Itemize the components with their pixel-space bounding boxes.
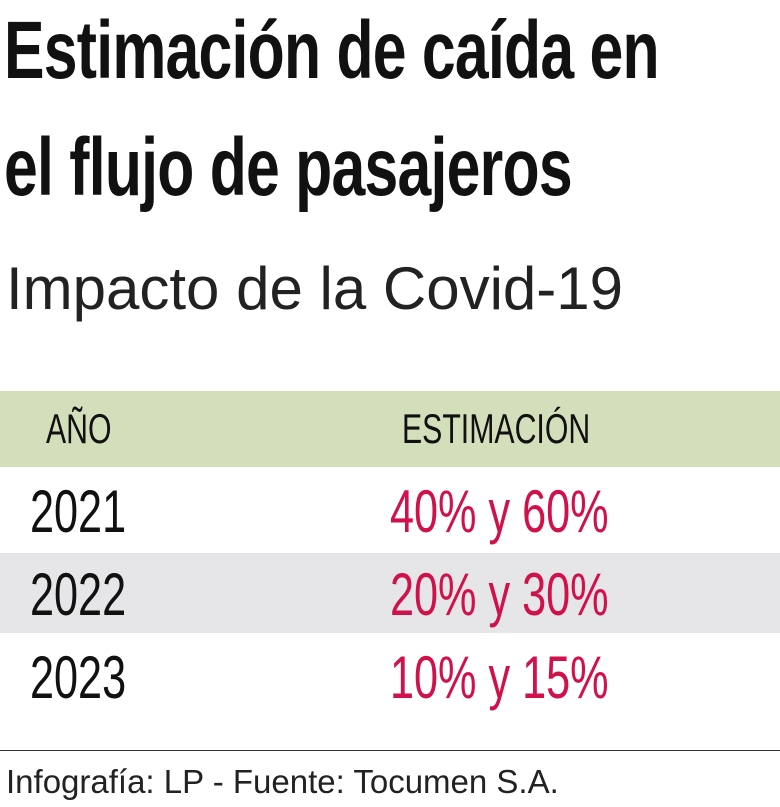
estimate-text: 40% y 60% xyxy=(390,478,609,545)
table-header: AÑO ESTIMACIÓN xyxy=(0,391,780,467)
title-text-2: el flujo de pasajeros xyxy=(4,122,573,213)
title-text-1: Estimación de caída en xyxy=(4,5,660,96)
table-row: 2021 40% y 60% xyxy=(0,470,780,553)
title-line-1: Estimación de caída en xyxy=(4,10,780,92)
estimate-cell: 20% y 30% xyxy=(390,553,694,636)
year-cell: 2023 xyxy=(30,636,163,719)
subtitle: Impacto de la Covid-19 xyxy=(6,255,623,322)
year-cell: 2022 xyxy=(30,553,163,636)
header-estimate-text: ESTIMACIÓN xyxy=(402,405,591,452)
estimate-cell: 10% y 15% xyxy=(390,636,694,719)
estimate-cell: 40% y 60% xyxy=(390,470,694,553)
header-year-text: AÑO xyxy=(46,405,112,452)
header-year: AÑO xyxy=(46,391,137,467)
table-row: 2022 20% y 30% xyxy=(0,553,780,633)
table-row: 2023 10% y 15% xyxy=(0,636,780,719)
estimate-text: 10% y 15% xyxy=(390,644,609,711)
header-estimate: ESTIMACIÓN xyxy=(402,391,663,467)
source-credit: Infografía: LP - Fuente: Tocumen S.A. xyxy=(6,763,559,800)
year-text: 2023 xyxy=(30,644,127,711)
year-cell: 2021 xyxy=(30,470,163,553)
footer-divider xyxy=(0,750,780,751)
title-line-2: el flujo de pasajeros xyxy=(4,127,771,209)
estimate-text: 20% y 30% xyxy=(390,561,609,628)
year-text: 2021 xyxy=(30,478,127,545)
year-text: 2022 xyxy=(30,561,127,628)
